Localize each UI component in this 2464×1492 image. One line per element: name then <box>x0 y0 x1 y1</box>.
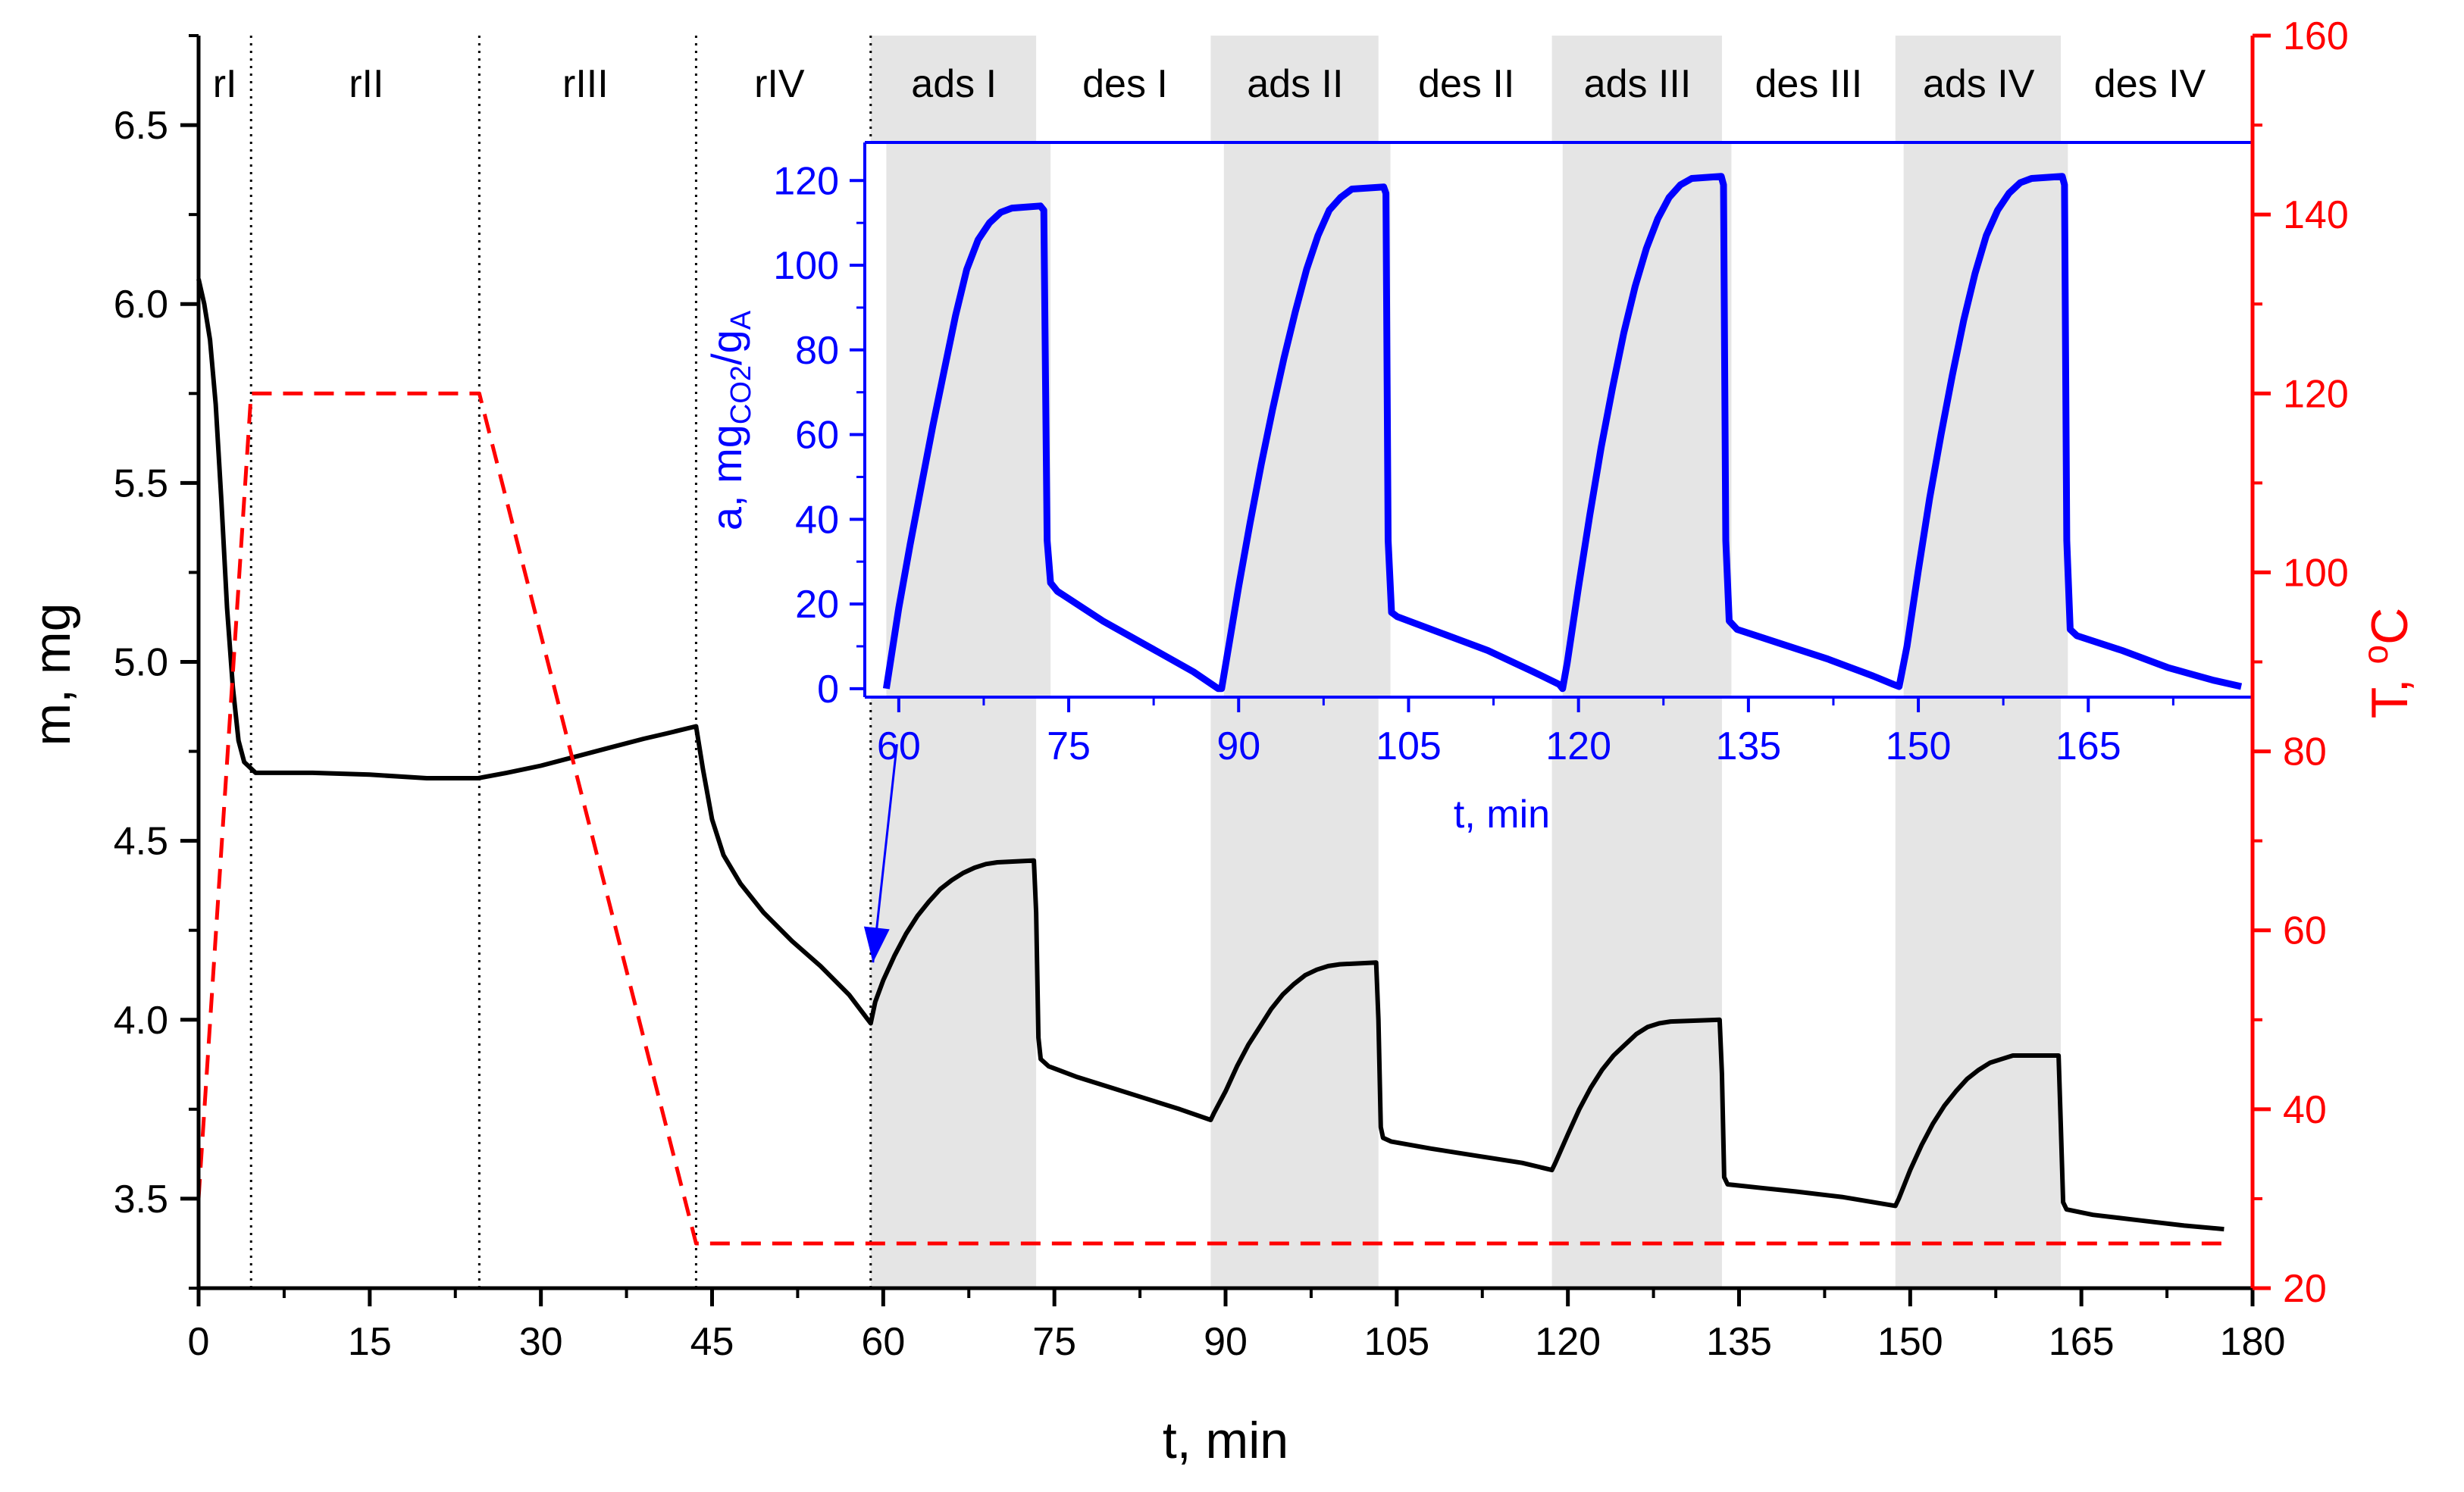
y-tick-label-6.5: 6.5 <box>114 104 168 148</box>
x-tick-label-165: 165 <box>2049 1320 2115 1364</box>
phase-label-3: rIII <box>562 62 609 106</box>
phase-label-11: ads IV <box>1923 62 2035 106</box>
inset-x-tick-label-120: 120 <box>1545 724 1611 768</box>
inset-x-tick-label-165: 165 <box>2055 724 2121 768</box>
inset-y-tick-label-0: 0 <box>817 668 839 712</box>
temperature-line <box>196 391 2224 1246</box>
inset-y-title-sub2: A <box>725 310 757 330</box>
y2-axis-title-unit: C <box>2361 608 2419 645</box>
x-tick-label-105: 105 <box>1363 1320 1429 1364</box>
y2-axis-title-base: T, <box>2361 664 2419 718</box>
inset-x-tick-label-105: 105 <box>1376 724 1442 768</box>
y2-tick-label-100: 100 <box>2283 551 2349 595</box>
inset-x-tick-label-150: 150 <box>1886 724 1952 768</box>
y2-tick-label-120: 120 <box>2283 372 2349 416</box>
y-tick-label-6: 6.0 <box>114 283 168 327</box>
phase-label-10: des III <box>1755 62 1863 106</box>
y-tick-label-4.5: 4.5 <box>114 820 168 864</box>
phase-label-8: des II <box>1418 62 1514 106</box>
inset-y-tick-label-60: 60 <box>795 414 839 458</box>
inset-shaded-region-4 <box>1903 142 2068 697</box>
x-tick-label-45: 45 <box>690 1320 734 1364</box>
phase-label-4: rIV <box>754 62 805 106</box>
inset-x-tick-label-90: 90 <box>1216 724 1260 768</box>
inset-chart: 60 75 90 105 120 135 150 165 0 20 40 60 80 100 120 t, m… <box>703 141 2253 837</box>
x-tick-label-90: 90 <box>1204 1320 1248 1364</box>
y-axis-title: m, mg <box>23 603 81 746</box>
inset-shaded-region-1 <box>886 142 1051 697</box>
y2-tick-label-40: 40 <box>2283 1088 2327 1132</box>
inset-shaded-region-2 <box>1223 142 1391 697</box>
y2-tick-label-140: 140 <box>2283 193 2349 237</box>
x-tick-label-75: 75 <box>1032 1320 1076 1364</box>
x-tick-label-150: 150 <box>1877 1320 1943 1364</box>
phase-labels: rI rII rIII rIV ads I des I ads II des II ads II… <box>213 62 2206 106</box>
phase-label-6: des I <box>1082 62 1168 106</box>
inset-y-tick-label-80: 80 <box>795 329 839 373</box>
phase-dividers <box>249 36 872 1288</box>
inset-y-tick-label-40: 40 <box>795 498 839 542</box>
main-axes: t, min m, mg T, oC 0 15 30 45 60 75 90 105 120 13… <box>23 14 2419 1469</box>
y-tick-label-5: 5.0 <box>114 641 168 685</box>
inset-y-tick-label-100: 100 <box>773 244 839 288</box>
inset-x-tick-label-135: 135 <box>1715 724 1781 768</box>
inset-x-axis-title: t, min <box>1454 793 1550 837</box>
phase-label-2: rII <box>349 62 384 106</box>
y2-axis-title-degree: o <box>2356 645 2395 665</box>
x-tick-label-60: 60 <box>861 1320 905 1364</box>
phase-label-1: rI <box>213 62 237 106</box>
inset-x-tick-label-60: 60 <box>877 724 921 768</box>
inset-y-axis-title: a, mgCO2/gA <box>703 310 757 530</box>
phase-label-12: des IV <box>2094 62 2206 106</box>
arrow-head-1 <box>863 926 890 963</box>
y-tick-label-3.5: 3.5 <box>114 1178 168 1221</box>
x-tick-label-30: 30 <box>519 1320 563 1364</box>
y2-tick-label-160: 160 <box>2283 14 2349 58</box>
mass-line <box>196 278 2224 1232</box>
y-tick-label-4: 4.0 <box>114 999 168 1043</box>
inset-y-title-sub1: CO2 <box>725 365 757 424</box>
inset-uptake-line <box>882 173 2243 693</box>
x-axis-title: t, min <box>1163 1412 1288 1469</box>
inset-y-title-base: a, mg <box>703 424 750 530</box>
x-tick-label-180: 180 <box>2220 1320 2286 1364</box>
x-tick-label-15: 15 <box>348 1320 392 1364</box>
x-tick-label-135: 135 <box>1706 1320 1772 1364</box>
arrow-line-1 <box>872 743 898 963</box>
main-series <box>196 278 2224 1246</box>
y2-tick-label-20: 20 <box>2283 1267 2327 1311</box>
inset-y-tick-label-120: 120 <box>773 159 839 203</box>
y2-tick-label-60: 60 <box>2283 909 2327 953</box>
y-tick-label-5.5: 5.5 <box>114 461 168 505</box>
y2-tick-label-80: 80 <box>2283 730 2327 774</box>
inset-x-tick-label-75: 75 <box>1047 724 1091 768</box>
inset-y-title-mid: /g <box>703 330 750 365</box>
x-tick-label-0: 0 <box>188 1320 210 1364</box>
annotations <box>863 743 898 963</box>
inset-y-tick-label-20: 20 <box>795 583 839 627</box>
inset-shaded-region-3 <box>1562 142 1732 697</box>
phase-label-7: ads II <box>1247 62 1343 106</box>
x-tick-label-120: 120 <box>1535 1320 1601 1364</box>
phase-label-5: ads I <box>911 62 997 106</box>
phase-label-9: ads III <box>1584 62 1692 106</box>
y2-axis-title: T, oC <box>2356 608 2419 719</box>
